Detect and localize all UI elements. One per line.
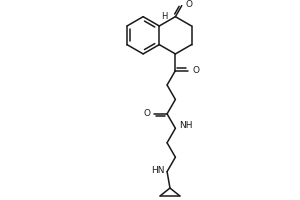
Text: O: O	[192, 66, 199, 75]
Text: H: H	[161, 12, 168, 21]
Text: NH: NH	[179, 121, 193, 130]
Text: O: O	[186, 0, 193, 9]
Text: O: O	[143, 109, 150, 118]
Text: HN: HN	[151, 166, 164, 175]
